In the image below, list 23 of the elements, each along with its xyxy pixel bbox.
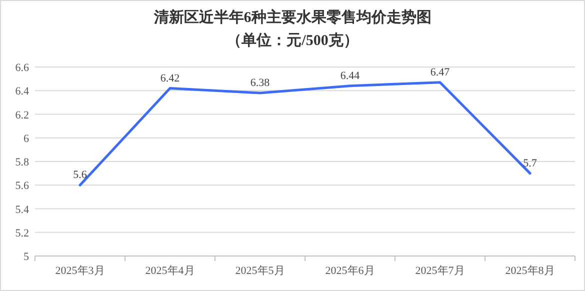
x-tick-label: 2025年3月 [55, 265, 105, 277]
y-tick-label: 5.8 [15, 156, 30, 168]
x-tick-label: 2025年8月 [505, 265, 555, 277]
chart-subtitle: （单位：元/500克） [226, 32, 358, 49]
y-tick-label: 5.6 [15, 180, 30, 192]
data-label: 6.44 [340, 70, 360, 82]
data-label: 6.47 [430, 66, 450, 78]
y-tick-label: 5.2 [15, 227, 29, 240]
y-tick-label: 6.4 [15, 86, 30, 98]
y-tick-label: 6 [24, 132, 30, 145]
x-tick-label: 2025年6月 [325, 265, 375, 277]
y-tick-label: 6.2 [15, 109, 29, 122]
data-label: 5.7 [523, 157, 538, 170]
y-tick-label: 5 [24, 251, 30, 263]
data-label: 6.38 [250, 76, 270, 89]
chart-title: 清新区近半年6种主要水果零售均价走势图 [152, 8, 432, 26]
data-label: 6.42 [160, 72, 180, 84]
y-tick-label: 5.4 [15, 204, 30, 216]
x-tick-label: 2025年4月 [145, 265, 195, 277]
x-tick-label: 2025年5月 [235, 265, 285, 277]
x-tick-label: 2025年7月 [415, 265, 465, 277]
y-tick-label: 6.6 [15, 62, 30, 74]
data-label: 5.6 [73, 169, 88, 182]
